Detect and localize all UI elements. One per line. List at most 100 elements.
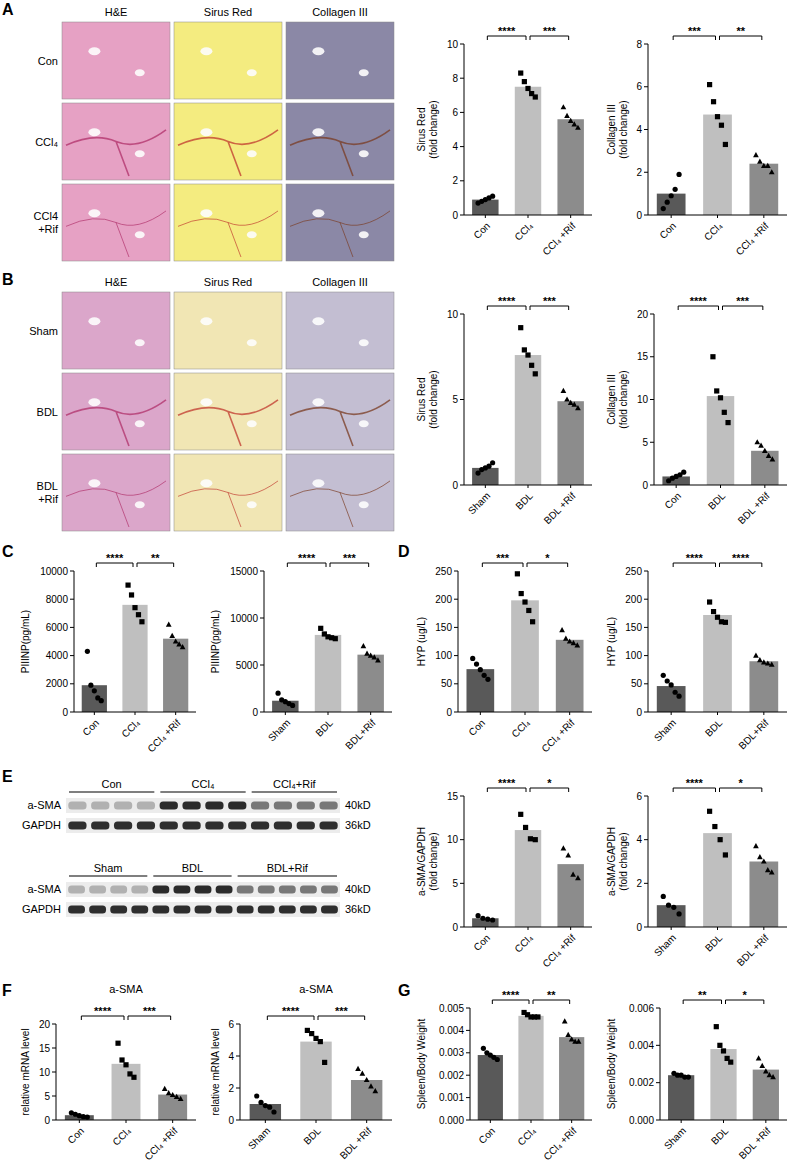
- blot-band: [89, 906, 106, 914]
- y-axis: [458, 571, 459, 712]
- blot-band: [258, 886, 275, 894]
- point-triangle: [561, 388, 567, 393]
- point-triangle: [364, 1077, 370, 1082]
- y-tick: [644, 86, 648, 87]
- y-tick-label: 6: [636, 81, 642, 92]
- y-tick: [466, 1030, 470, 1031]
- vessel: [88, 317, 100, 325]
- y-tick: [644, 129, 648, 130]
- size-label: 40kD: [345, 799, 371, 811]
- bar: [466, 669, 494, 712]
- y-tick-label: 0.002: [629, 1077, 654, 1088]
- chart: Collagen III(fold change)02468ConCCl₄CCl…: [606, 25, 787, 257]
- bar: [250, 1104, 281, 1120]
- point-triangle: [564, 113, 570, 118]
- point-circle: [665, 678, 670, 683]
- significance-label: ****: [106, 552, 124, 564]
- y-tick: [656, 1082, 660, 1083]
- y-tick: [644, 883, 648, 884]
- protein-label: GAPDH: [22, 903, 61, 915]
- micrograph: [286, 292, 394, 369]
- point-square: [717, 1043, 722, 1048]
- protein-label: a-SMA: [27, 799, 61, 811]
- bar: [122, 605, 147, 712]
- row-label-line: BDL: [37, 480, 58, 492]
- point-triangle: [564, 396, 570, 401]
- y-tick: [454, 683, 458, 684]
- significance-label: ***: [335, 1005, 349, 1017]
- x-tick: [79, 1120, 80, 1123]
- y-tick-label: 10: [447, 309, 459, 320]
- y-tick-label: 10: [39, 1067, 51, 1078]
- x-tick-label: CCl₄ +Rif: [539, 717, 576, 754]
- micrograph: [62, 454, 170, 531]
- point-circle: [485, 677, 490, 682]
- vessel: [200, 398, 212, 406]
- row-label-line: Con: [38, 55, 58, 67]
- y-tick-label: 5: [642, 437, 648, 448]
- point-square: [518, 325, 523, 330]
- y-tick: [466, 1008, 470, 1009]
- x-tick-label: CCl₄: [509, 717, 531, 739]
- column-header: H&E: [105, 276, 128, 288]
- row-label: BDL: [37, 406, 58, 418]
- point-circle: [267, 1105, 272, 1110]
- bar: [749, 661, 778, 712]
- fibrosis: [290, 211, 390, 257]
- point-triangle: [576, 1038, 582, 1043]
- y-axis-title: (fold change): [618, 832, 629, 890]
- point-circle: [673, 187, 678, 192]
- group-line: [252, 791, 337, 792]
- bar: [749, 164, 778, 215]
- bar: [657, 194, 686, 215]
- point-square: [711, 99, 716, 104]
- x-tick: [763, 927, 764, 930]
- y-axis-title: HYP (ug/L): [606, 617, 617, 666]
- chart: Sirus Red(fold change)0510ShamBDLBDL +Ri…: [416, 295, 592, 526]
- x-tick: [717, 712, 718, 715]
- micrograph: [286, 103, 394, 180]
- point-triangle: [769, 169, 775, 174]
- chart: Spleen/Body Weight0.0000.0010.0020.0030.…: [416, 989, 592, 1162]
- plot-area: [668, 1024, 779, 1120]
- y-tick-label: 4: [636, 124, 642, 135]
- point-square: [535, 1014, 540, 1019]
- y-tick-label: 0: [636, 707, 642, 718]
- y-tick: [466, 1052, 470, 1053]
- y-tick-label: 0.000: [629, 1115, 654, 1126]
- vessel: [312, 479, 324, 487]
- x-tick: [681, 1120, 682, 1123]
- micrograph: [174, 292, 282, 369]
- point-circle: [661, 894, 666, 899]
- y-tick: [260, 665, 264, 666]
- blot-band: [152, 886, 169, 894]
- x-tick: [720, 485, 721, 488]
- micrograph: [62, 22, 170, 99]
- point-circle: [676, 911, 681, 916]
- x-tick: [485, 215, 486, 218]
- y-tick: [644, 683, 648, 684]
- blot-band: [195, 886, 212, 894]
- fibrosis: [178, 481, 278, 527]
- point-circle: [88, 683, 93, 688]
- significance-label: ****: [690, 295, 708, 307]
- significance-label: ****: [732, 552, 750, 564]
- blot-band: [279, 886, 296, 894]
- x-tick: [571, 1120, 572, 1123]
- point-triangle: [563, 636, 569, 641]
- vessel: [135, 339, 145, 346]
- significance-label: ***: [543, 295, 557, 307]
- bar: [82, 685, 107, 712]
- vessel: [88, 128, 100, 136]
- y-tick: [644, 927, 648, 928]
- point-circle: [681, 470, 686, 475]
- point-square: [322, 1060, 327, 1065]
- significance-label: ****: [686, 777, 704, 789]
- y-axis: [648, 796, 649, 927]
- bar: [518, 1016, 543, 1120]
- blot-band: [110, 886, 127, 894]
- x-tick-label: Sham: [246, 1125, 272, 1151]
- point-triangle: [567, 638, 573, 643]
- x-tick-label: BDL+Rif: [736, 717, 770, 751]
- vessel: [312, 47, 324, 55]
